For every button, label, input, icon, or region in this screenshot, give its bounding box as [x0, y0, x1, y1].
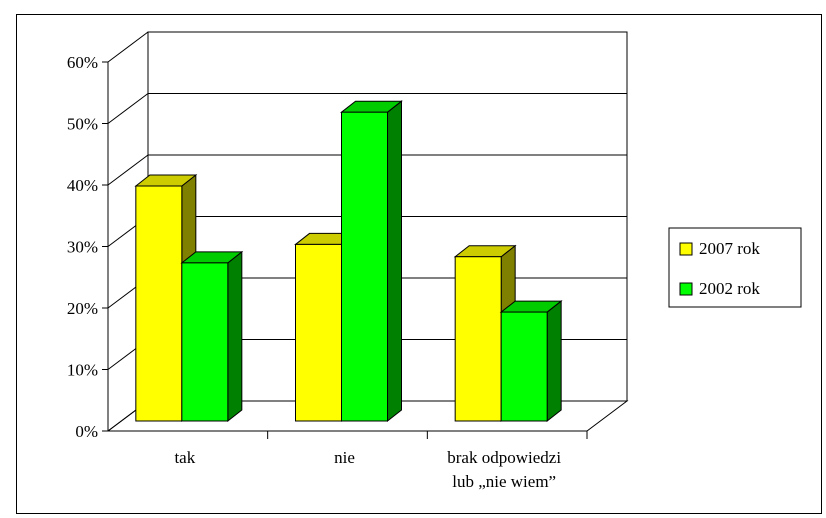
gridline-side — [107, 31, 149, 63]
bar-side — [546, 300, 562, 423]
chart-frame — [16, 14, 822, 514]
y-tick-label: 30% — [67, 238, 98, 257]
category-label: brak odpowiedzi — [447, 448, 561, 467]
y-tick-label: 20% — [67, 299, 98, 318]
gridline-side — [107, 93, 149, 124]
legend: 2007 rok 2002 rok — [668, 227, 802, 308]
y-tick-label: 40% — [67, 176, 98, 195]
bar-front — [341, 111, 388, 422]
bar-front — [295, 243, 342, 422]
y-tick-label: 0% — [75, 422, 98, 441]
category-label: lub „nie wiem” — [452, 472, 556, 491]
category-label: nie — [334, 448, 355, 467]
legend-label: 2002 rok — [699, 279, 760, 298]
bar — [340, 100, 403, 423]
bar-front — [500, 311, 548, 422]
bar — [499, 300, 563, 423]
bar-front — [181, 262, 229, 422]
y-tick-label: 60% — [67, 53, 98, 72]
category-label: tak — [174, 448, 195, 467]
bar — [180, 250, 244, 423]
bar-side — [227, 250, 243, 423]
bar-side — [387, 100, 402, 423]
bar-front — [454, 256, 502, 422]
bar-front — [135, 185, 183, 422]
legend-swatch — [679, 282, 693, 296]
legend-swatch — [679, 242, 693, 256]
y-tick-label: 50% — [67, 115, 98, 134]
y-tick-label: 10% — [67, 361, 98, 380]
gridline-side — [107, 154, 149, 186]
legend-label: 2007 rok — [699, 239, 760, 258]
